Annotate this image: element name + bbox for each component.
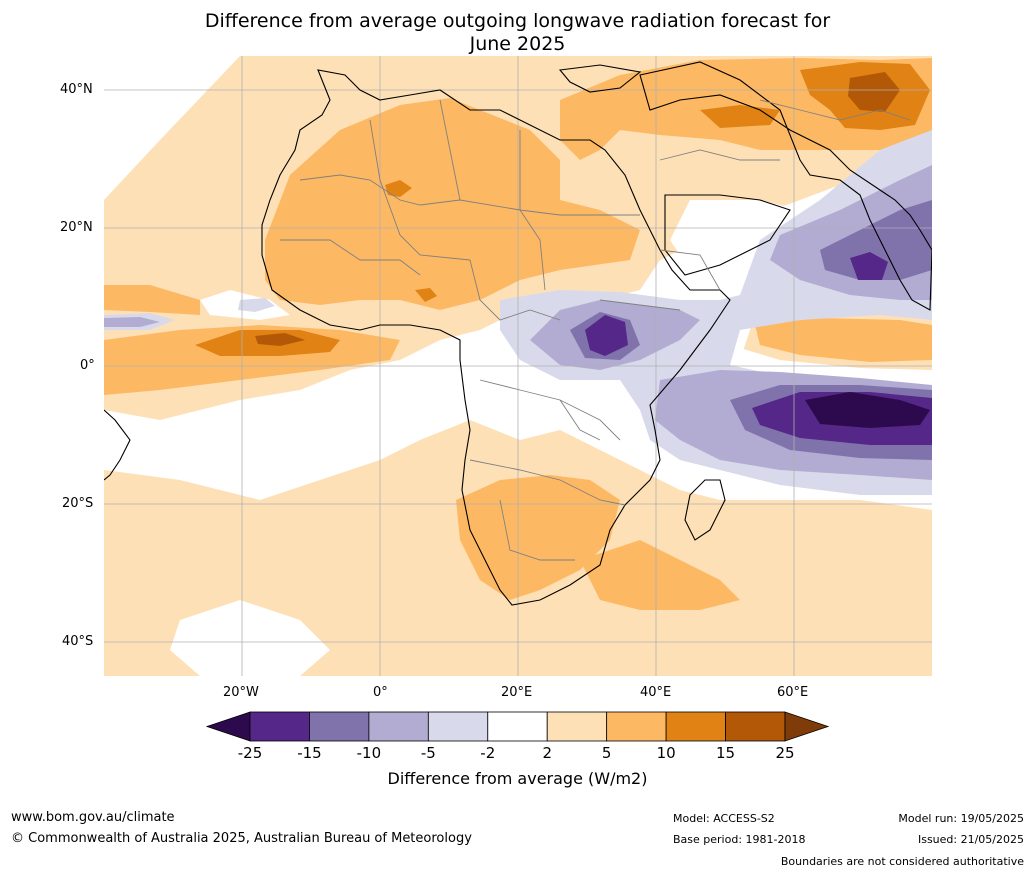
- colorbar-label: Difference from average (W/m2): [387, 769, 648, 788]
- colorbar-tick-label: -5: [420, 744, 436, 762]
- colorbar-segment: [665, 711, 726, 742]
- colorbar-segment: [487, 711, 548, 742]
- title-line-2: June 2025: [469, 33, 566, 55]
- anomaly-below-minus25: [805, 392, 930, 428]
- lon-label-40e: 40°E: [640, 685, 672, 700]
- footer-base-period: Base period: 1981-2018: [673, 833, 806, 846]
- footer-model-run: Model run: 19/05/2025: [898, 812, 1024, 825]
- colorbar-segment: [546, 711, 608, 742]
- lon-label-20w: 20°W: [223, 685, 259, 700]
- colorbar-segment: [309, 711, 370, 742]
- lat-label-0: 0°: [80, 358, 95, 373]
- coastlines: [104, 61, 932, 606]
- colorbar-extend-high: [784, 711, 830, 742]
- colorbar-extend-low: [205, 711, 251, 742]
- footer-copyright: © Commonwealth of Australia 2025, Austra…: [11, 831, 472, 846]
- colorbar-tick-label: -10: [356, 744, 382, 762]
- anomaly-15-to-25: [255, 72, 900, 346]
- lon-label-20e: 20°E: [501, 685, 533, 700]
- colorbar-tick-label: 5: [601, 744, 612, 762]
- colorbar-segment: [368, 711, 429, 742]
- graticule: [104, 56, 932, 676]
- colorbar-tick-label: -25: [237, 744, 263, 762]
- colorbar-tick-label: 10: [656, 744, 676, 762]
- colorbar-tick-label: -15: [297, 744, 322, 762]
- lat-label-40s: 40°S: [62, 634, 94, 649]
- footer-issued: Issued: 21/05/2025: [917, 833, 1024, 846]
- colorbar-segment: [606, 711, 667, 742]
- colorbar-segment: [427, 711, 489, 742]
- lat-label-20s: 20°S: [62, 496, 94, 511]
- map-plot-area: [104, 56, 932, 676]
- colorbar-segment: [249, 711, 310, 742]
- footer-disclaimer: Boundaries are not considered authoritat…: [780, 855, 1024, 868]
- anomaly-5-to-10: [104, 58, 932, 610]
- lon-label-0: 0°: [373, 685, 388, 700]
- lat-label-20n: 20°N: [60, 220, 93, 235]
- map-title: Difference from average outgoing longwav…: [0, 10, 1035, 56]
- lat-label-40n: 40°N: [60, 82, 93, 97]
- footer-website: www.bom.gov.au/climate: [11, 810, 175, 825]
- colorbar-tick-label: -2: [480, 744, 496, 762]
- colorbar-tick-label: 2: [542, 744, 552, 762]
- title-line-1: Difference from average outgoing longwav…: [204, 10, 831, 32]
- lon-label-60e: 60°E: [777, 685, 809, 700]
- footer-model: Model: ACCESS-S2: [673, 812, 775, 825]
- colorbar-tick-label: 25: [775, 744, 795, 762]
- colorbar-segment: [725, 711, 786, 742]
- colorbar-tick-label: 15: [716, 744, 736, 762]
- country-borders: [280, 99, 911, 561]
